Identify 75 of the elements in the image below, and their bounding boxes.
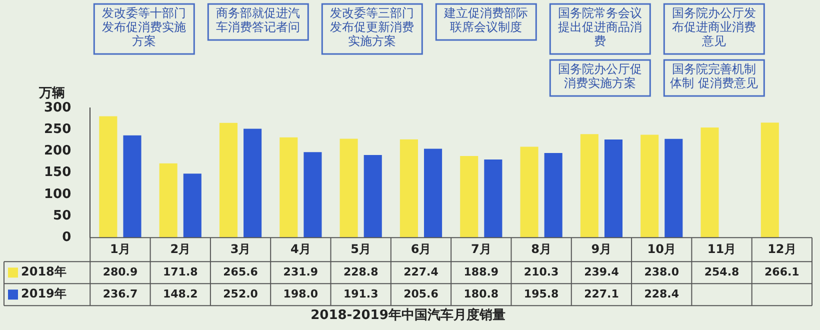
data-label: 231.9: [283, 265, 318, 278]
bar: [159, 163, 178, 238]
y-tick-label: 250: [44, 122, 72, 137]
data-label: 236.7: [102, 287, 138, 300]
data-label: 280.9: [102, 265, 138, 278]
bar: [244, 128, 262, 238]
bar: [123, 135, 142, 238]
bar: [340, 138, 358, 238]
x-tick-label: 1月: [110, 242, 130, 256]
x-tick-label: 4月: [290, 242, 311, 256]
bar: [700, 128, 719, 238]
data-label: 239.4: [584, 265, 620, 278]
bar: [99, 116, 118, 238]
data-label: 205.6: [404, 287, 439, 300]
bar: [280, 137, 298, 238]
bar: [760, 122, 779, 238]
data-label: 252.0: [223, 287, 258, 300]
bar: [604, 139, 623, 238]
bar: [640, 134, 659, 238]
data-label: 238.0: [644, 265, 680, 278]
text: 发改委等三部门发布促更新消费实施方案: [330, 6, 414, 48]
bar: [364, 154, 382, 238]
data-label: 188.9: [464, 265, 499, 278]
data-label: 265.6: [223, 265, 258, 278]
y-tick-label: 0: [62, 230, 72, 245]
bar: [400, 139, 418, 238]
data-label: 227.1: [584, 287, 619, 300]
data-label: 254.8: [704, 265, 740, 278]
bar: [219, 122, 238, 238]
data-label: 266.1: [764, 265, 800, 278]
bar: [484, 159, 502, 238]
x-tick-label: 10月: [647, 242, 676, 256]
x-tick-label: 2月: [170, 242, 191, 256]
data-label: 171.8: [162, 265, 198, 278]
legend-label: 2019年: [21, 286, 66, 301]
data-label: 228.8: [343, 265, 378, 278]
x-tick-label: 3月: [230, 242, 251, 256]
y-tick-label: 100: [44, 186, 72, 202]
data-label: 180.8: [464, 287, 499, 300]
x-tick-label: 9月: [591, 242, 612, 256]
bar: [520, 146, 538, 238]
bar: [304, 152, 322, 238]
data-label: 210.3: [524, 265, 559, 278]
data-label: 198.0: [283, 287, 318, 300]
bar: [580, 134, 598, 238]
y-tick-label: 50: [53, 208, 72, 224]
x-tick-label: 6月: [410, 242, 432, 256]
text: 国务院办公厅发布促进商业消费意见: [672, 6, 756, 48]
legend-label: 2018年: [21, 264, 66, 279]
data-label: 195.8: [524, 287, 559, 300]
text: 商务部就促进汽车消费答记者问: [216, 6, 300, 34]
text: 国务院完善机制体制 促消费意见: [670, 62, 758, 90]
x-tick-label: 5月: [350, 242, 372, 256]
data-label: 227.4: [404, 265, 439, 278]
text: 建立促消费部际联席会议制度: [443, 6, 528, 34]
bar: [424, 148, 442, 238]
text: 发改委等十部门发布促消费实施方案: [102, 6, 186, 48]
x-tick-label: 8月: [531, 242, 552, 256]
bar: [460, 156, 478, 238]
data-label: 191.3: [343, 287, 378, 300]
text: 国务院常务会议提出促进商品消费: [558, 6, 642, 48]
bar: [183, 174, 202, 238]
y-tick-label: 200: [44, 144, 72, 159]
x-tick-label: 12月: [768, 242, 796, 256]
data-label: 148.2: [162, 287, 198, 300]
bar: [544, 153, 562, 238]
y-tick-label: 300: [44, 100, 72, 116]
bar: [664, 138, 683, 238]
text: 2018-2019年中国汽车月度销量: [310, 306, 506, 323]
x-tick-label: 11月: [707, 242, 736, 256]
x-tick-label: 7月: [470, 242, 492, 256]
y-tick-label: 150: [44, 165, 72, 180]
data-label: 228.4: [644, 287, 680, 300]
y-axis-title: 万辆: [38, 86, 66, 101]
text: 国务院办公厅促消费实施方案: [558, 62, 642, 90]
